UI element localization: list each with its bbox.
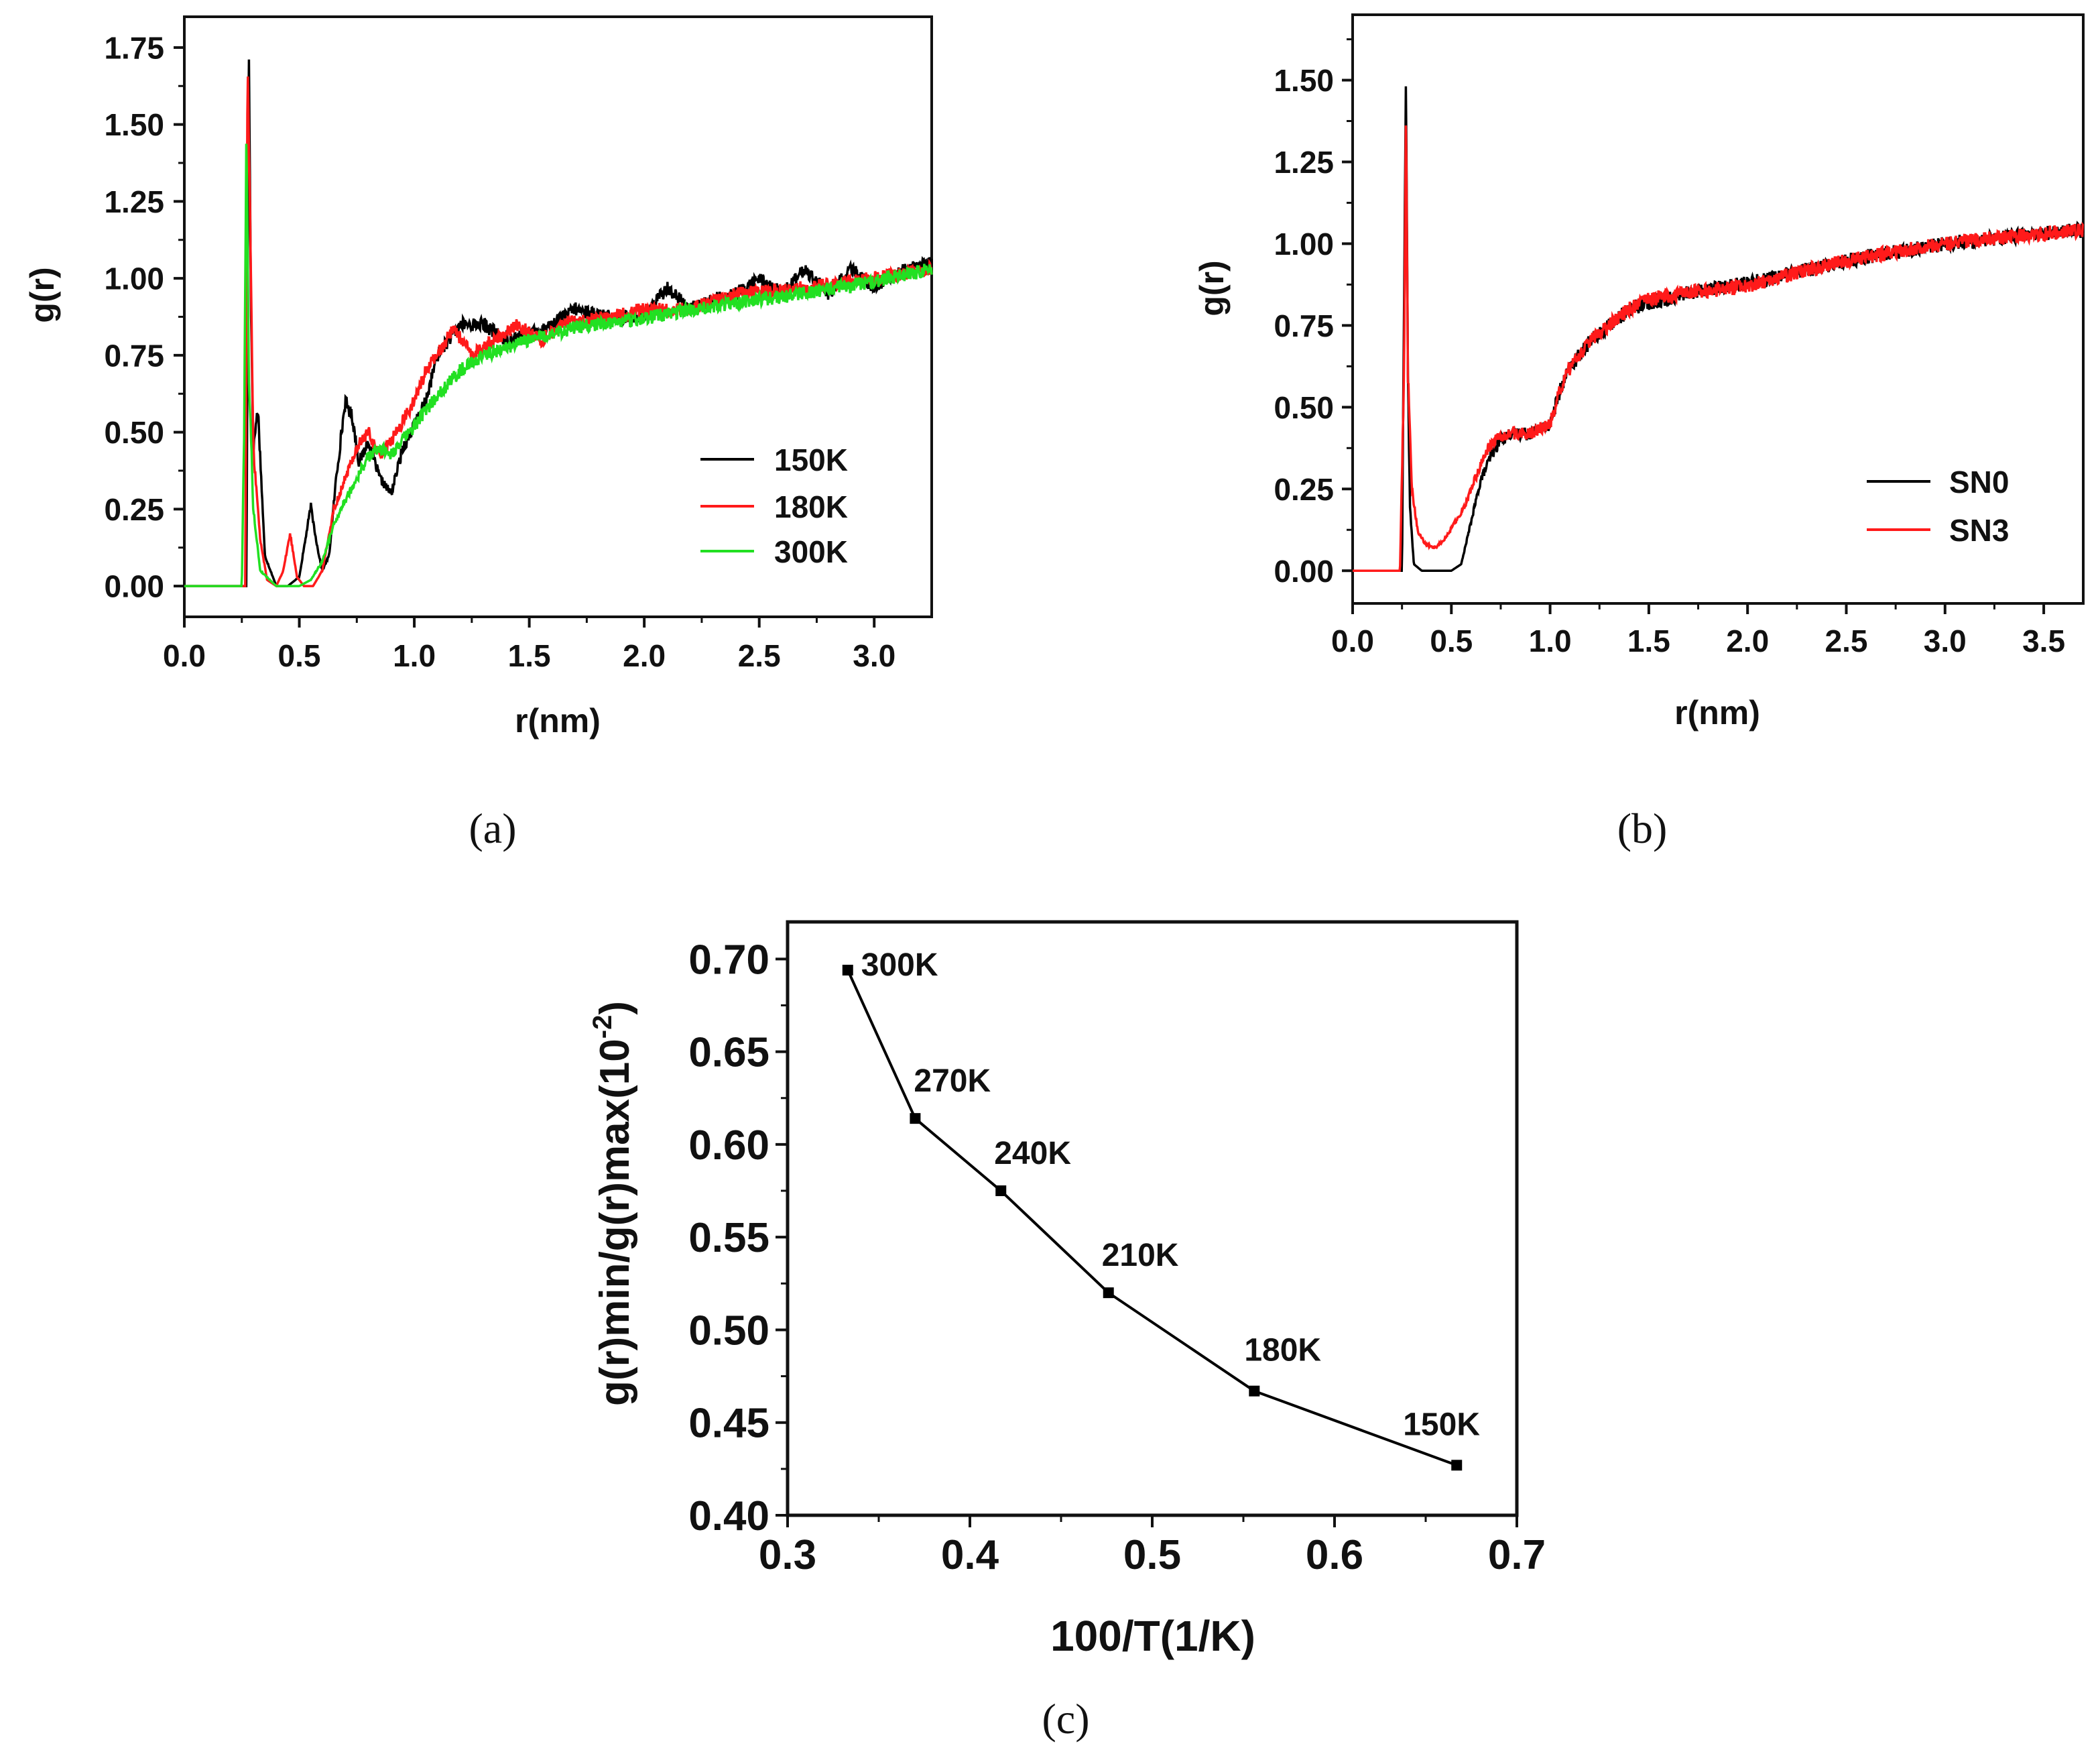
panel-label-b: (b) (1617, 805, 1668, 852)
series-SN3 (1353, 125, 2085, 572)
y-tick-label: 1.25 (104, 184, 164, 219)
x-tick-label: 0.5 (278, 638, 321, 673)
legend-b: SN0 SN3 (1867, 465, 2009, 548)
y-tick-label: 1.25 (1274, 145, 1334, 180)
plot-frame-b (1351, 13, 2085, 605)
panel-label-a: (a) (469, 805, 516, 852)
data-point (1103, 1287, 1114, 1299)
y-tick-label: 1.50 (104, 107, 164, 142)
ylabel-b: g(r) (1193, 260, 1231, 316)
point-annotation: 210K (1102, 1238, 1179, 1273)
x-tick-label: 2.5 (1825, 624, 1868, 658)
y-tick-label: 1.00 (1274, 227, 1334, 261)
series-line (846, 970, 1457, 1467)
y-tick-label: 1.00 (104, 261, 164, 296)
legend-label-180K: 180K (774, 489, 848, 524)
y-tick-label: 0.55 (688, 1215, 769, 1261)
data-point (995, 1185, 1007, 1197)
y-tick-label: 0.50 (688, 1307, 769, 1354)
y-tick-label: 0.00 (104, 569, 164, 604)
y-tick-label: 0.75 (104, 338, 164, 373)
x-tick-label: 1.5 (508, 638, 551, 673)
x-tick-label: 2.0 (623, 638, 666, 673)
y-tick-label: 0.50 (104, 415, 164, 450)
y-tick-label: 0.70 (688, 937, 769, 983)
y-tick-label: 0.00 (1274, 554, 1334, 589)
point-annotation: 150K (1403, 1407, 1480, 1442)
legend-label-SN0: SN0 (1949, 465, 2009, 500)
x-tick-label: 1.0 (1529, 624, 1572, 658)
x-tick-label: 0.7 (1488, 1532, 1546, 1578)
xlabel-b: r(nm) (1674, 694, 1760, 731)
ylabel-c: g(r)min/g(r)max(10-2) (588, 1001, 638, 1406)
y-tick-label: 0.45 (688, 1401, 769, 1447)
y-tick-label: 0.50 (1274, 390, 1334, 425)
y-tick-label: 0.75 (1274, 308, 1334, 343)
y-tick-label: 0.60 (688, 1122, 769, 1169)
legend-a: 150K 180K 300K (700, 443, 848, 569)
x-tick-label: 1.5 (1627, 624, 1670, 658)
data-point (910, 1113, 921, 1124)
ylabel-a: g(r) (23, 267, 61, 322)
point-annotation: 270K (914, 1063, 991, 1099)
x-tick-label: 0.5 (1430, 624, 1473, 658)
series-300K (184, 143, 933, 587)
chart-c: 300K 270K 240K 210K 180K 150K 0.3 0.4 0.5 0.6 0.7… (588, 920, 1546, 1743)
x-tick-label: 0.6 (1306, 1532, 1363, 1578)
ylabel-c-main: g(r)min/g(r)max(10 (592, 1039, 638, 1406)
ylabel-c-sup: -2 (588, 1015, 617, 1039)
x-tick-label: 0.0 (163, 638, 206, 673)
x-tick-label: 3.5 (2022, 624, 2065, 658)
chart-b: 0.0 0.5 1.0 1.5 2.0 2.5 3.0 3.5 0.00 0.25 0.50 0.75… (1193, 13, 2085, 852)
y-tick-label: 0.25 (104, 492, 164, 527)
y-tick-label: 1.75 (104, 30, 164, 65)
chart-a: 0.0 0.5 1.0 1.5 2.0 2.5 3.0 0.00 0.25 0.50 0.75 1.0… (23, 15, 933, 852)
legend-label-300K: 300K (774, 534, 848, 569)
x-tick-label: 3.0 (1924, 624, 1967, 658)
data-point (1249, 1385, 1260, 1397)
y-tick-label: 0.40 (688, 1493, 769, 1539)
point-annotation: 300K (861, 947, 938, 983)
x-tick-label: 3.0 (853, 638, 895, 673)
xlabel-c: 100/T(1/K) (1050, 1612, 1255, 1660)
y-tick-label: 1.50 (1274, 63, 1334, 98)
ylabel-c-close: ) (592, 1001, 638, 1015)
xlabel-a: r(nm) (515, 702, 601, 740)
x-tick-label: 0.4 (941, 1532, 999, 1578)
x-tick-label: 0.5 (1123, 1532, 1181, 1578)
x-tick-label: 1.0 (393, 638, 436, 673)
legend-label-SN3: SN3 (1949, 513, 2009, 548)
point-annotation: 240K (994, 1136, 1071, 1171)
x-tick-label: 0.3 (759, 1532, 816, 1578)
y-tick-label: 0.25 (1274, 472, 1334, 507)
legend-label-150K: 150K (774, 443, 848, 477)
data-point (1451, 1460, 1463, 1471)
x-tick-label: 2.0 (1726, 624, 1769, 658)
data-point (842, 964, 853, 976)
y-tick-label: 0.65 (688, 1030, 769, 1076)
panel-label-c: (c) (1042, 1695, 1089, 1743)
x-tick-label: 0.0 (1331, 624, 1374, 658)
x-tick-label: 2.5 (738, 638, 781, 673)
point-annotation: 180K (1244, 1333, 1321, 1368)
